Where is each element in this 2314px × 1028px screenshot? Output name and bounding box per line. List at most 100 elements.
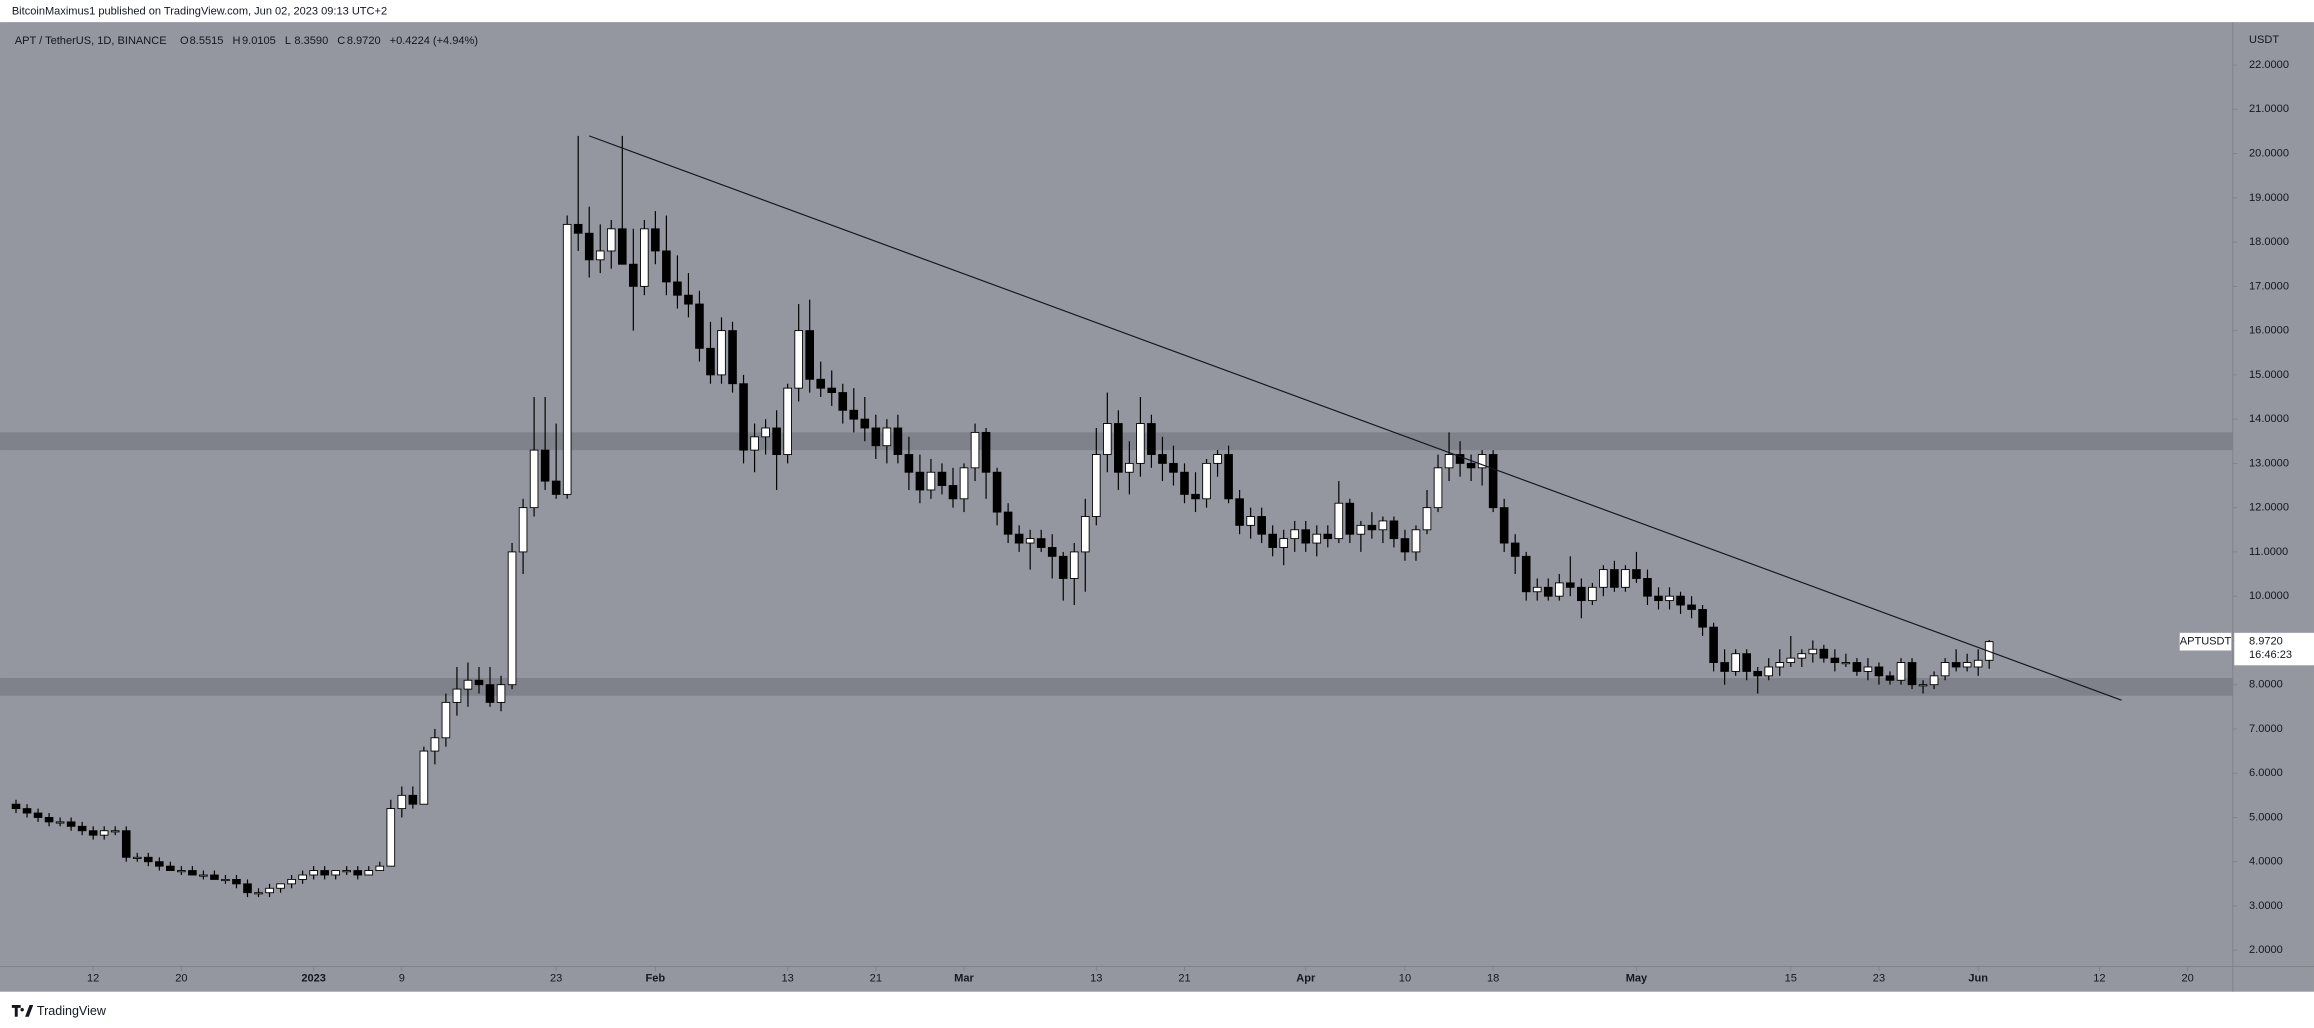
candle-body-up bbox=[1422, 507, 1432, 531]
candle-body-down bbox=[1742, 653, 1751, 672]
y-tick-label: 17.0000 bbox=[2249, 280, 2289, 292]
candle-body-up bbox=[970, 431, 980, 469]
candle-body-down bbox=[1345, 502, 1355, 535]
candle-body-up bbox=[783, 387, 792, 455]
change-value: +0.4224 (+4.94%) bbox=[390, 35, 478, 47]
trendline bbox=[589, 135, 2122, 701]
candle-body-up bbox=[375, 865, 385, 872]
candle-body-down bbox=[1488, 454, 1498, 509]
candle-body-up bbox=[1334, 502, 1344, 540]
candle-body-down bbox=[1191, 493, 1200, 500]
candle-body-down bbox=[695, 303, 704, 349]
support-resistance-zone bbox=[0, 678, 2233, 696]
candle-body-up bbox=[287, 878, 296, 885]
candle-body-down bbox=[1698, 609, 1707, 628]
candle-body-up bbox=[1378, 520, 1388, 531]
x-tick-label: 2023 bbox=[301, 972, 326, 984]
x-tick-label: 21 bbox=[1178, 972, 1190, 984]
candle-body-up bbox=[1808, 648, 1818, 655]
candle-body-down bbox=[1180, 471, 1189, 495]
candle-body-down bbox=[11, 803, 21, 810]
y-tick-label: 8.0000 bbox=[2249, 679, 2283, 691]
candle-body-down bbox=[1400, 538, 1410, 553]
candle-body-up bbox=[1444, 454, 1454, 469]
candle-body-down bbox=[188, 870, 197, 876]
candle-body-down bbox=[871, 427, 881, 447]
candle-body-up bbox=[1433, 467, 1443, 509]
candle-body-down bbox=[838, 392, 848, 411]
y-tick-label: 7.0000 bbox=[2249, 723, 2283, 735]
candle-body-up bbox=[518, 507, 528, 553]
candle-body-up bbox=[1213, 454, 1222, 464]
candle-body-down bbox=[1389, 520, 1399, 540]
y-tick-label: 6.0000 bbox=[2249, 767, 2283, 779]
candle-body-up bbox=[507, 551, 517, 686]
candle-body-down bbox=[320, 870, 329, 876]
candle-body-up bbox=[463, 679, 473, 690]
candle-body-up bbox=[1621, 569, 1630, 588]
candle-body-down bbox=[44, 817, 54, 823]
candle-body-up bbox=[132, 856, 142, 859]
candle-body-up bbox=[430, 737, 440, 752]
candle-body-down bbox=[849, 409, 859, 420]
price-tag-countdown: 16:46:23 bbox=[2249, 649, 2292, 661]
candle-body-down bbox=[1036, 538, 1046, 548]
candle-body-down bbox=[1047, 547, 1057, 557]
plot bbox=[0, 135, 2233, 898]
y-tick-label: 20.0000 bbox=[2249, 148, 2289, 160]
candle-body-up bbox=[441, 701, 451, 739]
candle-body-up bbox=[1279, 538, 1288, 548]
candle-body-up bbox=[254, 892, 263, 895]
candle-body-up bbox=[110, 830, 120, 833]
candle-body-up bbox=[276, 883, 285, 889]
ohlc-key: C bbox=[337, 35, 345, 47]
x-tick-label: Apr bbox=[1296, 972, 1316, 984]
x-tick-label: 20 bbox=[175, 972, 187, 984]
candle-body-down bbox=[706, 347, 715, 376]
candle-body-down bbox=[1676, 595, 1685, 606]
x-tick-label: 13 bbox=[1090, 972, 1102, 984]
candle-body-down bbox=[88, 830, 98, 836]
candle-body-down bbox=[1323, 533, 1333, 540]
candle-body-up bbox=[882, 427, 892, 447]
ohlc-value: 8.9720 bbox=[347, 35, 381, 47]
candle-body-up bbox=[452, 688, 462, 703]
candle-body-up bbox=[640, 228, 649, 287]
y-tick-label: 18.0000 bbox=[2249, 236, 2289, 248]
candle-body-up bbox=[1080, 516, 1090, 553]
price-tag-price: 8.9720 bbox=[2249, 636, 2283, 648]
x-tick-label: 21 bbox=[870, 972, 882, 984]
footer-brand: TradingView bbox=[37, 1004, 107, 1018]
candle-body-down bbox=[1224, 454, 1233, 500]
price-tag-symbol-box bbox=[2179, 632, 2232, 651]
candle-body-up bbox=[562, 223, 572, 495]
candle-body-down bbox=[1510, 542, 1520, 557]
ohlc-value: 9.0105 bbox=[242, 35, 276, 47]
candle-body-down bbox=[981, 431, 991, 473]
candle-body-down bbox=[121, 830, 131, 858]
candle-body-down bbox=[1687, 604, 1696, 610]
candle-body-up bbox=[1202, 462, 1211, 500]
candle-body-up bbox=[397, 794, 407, 810]
candle-body-down bbox=[948, 485, 958, 500]
candle-body-down bbox=[1753, 670, 1763, 677]
candle-body-up bbox=[717, 330, 726, 376]
candle-body-down bbox=[1158, 454, 1167, 464]
candle-body-down bbox=[1147, 423, 1156, 455]
candle-body-down bbox=[243, 883, 252, 894]
candle-body-up bbox=[1356, 524, 1366, 535]
candle-body-down bbox=[66, 821, 76, 827]
candle-body-down bbox=[937, 471, 947, 486]
candle-body-down bbox=[1885, 675, 1895, 681]
x-tick-label: May bbox=[1626, 972, 1648, 984]
candle-body-down bbox=[573, 223, 583, 234]
candle-body-up bbox=[309, 870, 318, 876]
candle-body-up bbox=[1786, 657, 1796, 663]
candle-body-up bbox=[221, 878, 230, 882]
candle-body-down bbox=[1610, 569, 1619, 588]
ohlc-key: L bbox=[285, 35, 291, 47]
candle-body-down bbox=[673, 281, 682, 296]
x-tick-label: 10 bbox=[1399, 972, 1411, 984]
candle-body-up bbox=[750, 436, 759, 451]
candle-body-down bbox=[805, 330, 814, 380]
